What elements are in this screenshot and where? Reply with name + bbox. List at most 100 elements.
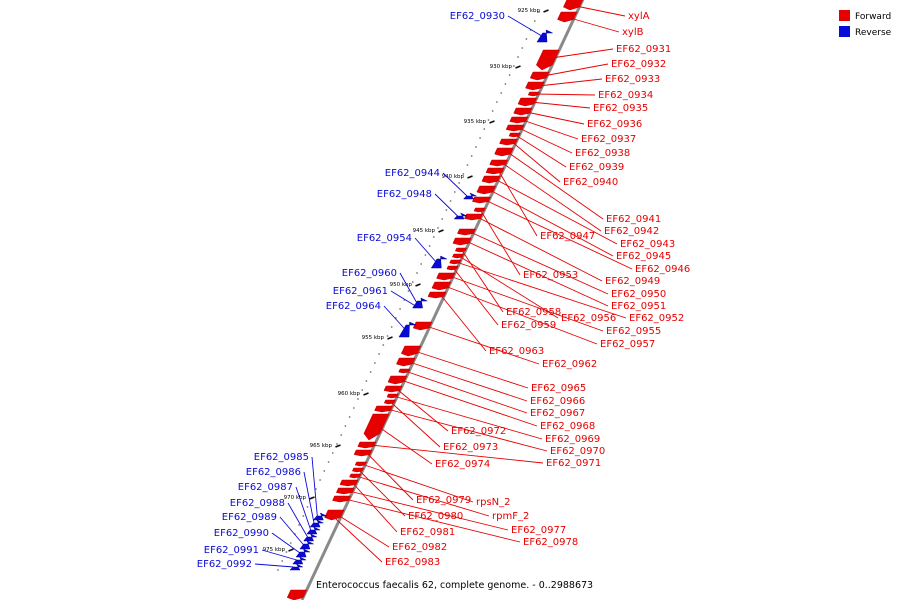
connector-ef62-0955 — [449, 275, 604, 332]
gene-label-ef62-0980[interactable]: EF62_0980 — [408, 511, 463, 522]
gene-label-ef62-0954[interactable]: EF62_0954 — [357, 233, 412, 244]
kbp-tick-label-945-kbp: 945 kbp — [413, 228, 436, 234]
gene-label-ef62-0939[interactable]: EF62_0939 — [569, 162, 624, 173]
gene-label-xylb[interactable]: xylB — [622, 27, 644, 38]
guide-dot — [428, 245, 431, 247]
gene-label-ef62-0948[interactable]: EF62_0948 — [377, 189, 432, 200]
gene-label-ef62-0967[interactable]: EF62_0967 — [530, 408, 585, 419]
gene-label-ef62-0991[interactable]: EF62_0991 — [204, 545, 259, 556]
gene-label-rpmf-2[interactable]: rpmF_2 — [492, 511, 529, 522]
gene-label-ef62-0978[interactable]: EF62_0978 — [523, 537, 578, 548]
connector-ef62-0963 — [440, 294, 487, 352]
gene-label-ef62-0959[interactable]: EF62_0959 — [501, 320, 556, 331]
forward-gene-block — [383, 399, 396, 405]
guide-dot — [306, 506, 309, 508]
gene-label-ef62-0972[interactable]: EF62_0972 — [451, 426, 506, 437]
gene-label-ef62-0986[interactable]: EF62_0986 — [246, 467, 301, 478]
gene-label-ef62-0983[interactable]: EF62_0983 — [385, 557, 440, 568]
gene-label-ef62-0982[interactable]: EF62_0982 — [392, 542, 447, 553]
connector-ef62-0992 — [254, 563, 294, 568]
gene-label-ef62-0947[interactable]: EF62_0947 — [540, 231, 595, 242]
kbp-tick-mark — [387, 336, 393, 340]
gene-label-ef62-0931[interactable]: EF62_0931 — [616, 44, 671, 55]
connector-ef62-0935 — [530, 101, 591, 109]
gene-label-ef62-0971[interactable]: EF62_0971 — [546, 458, 601, 469]
gene-label-ef62-0962[interactable]: EF62_0962 — [542, 359, 597, 370]
gene-label-ef62-0956[interactable]: EF62_0956 — [561, 313, 616, 324]
gene-blocks — [286, 0, 583, 600]
gene-label-ef62-0951[interactable]: EF62_0951 — [611, 301, 666, 312]
guide-dot — [302, 515, 305, 517]
guide-dot — [479, 137, 481, 139]
guide-dot — [298, 524, 300, 526]
gene-label-ef62-0941[interactable]: EF62_0941 — [606, 214, 661, 225]
guide-dot — [500, 92, 503, 94]
gene-label-ef62-0933[interactable]: EF62_0933 — [605, 74, 660, 85]
gene-label-ef62-0952[interactable]: EF62_0952 — [629, 313, 684, 324]
gene-label-ef62-0938[interactable]: EF62_0938 — [575, 148, 630, 159]
gene-label-ef62-0973[interactable]: EF62_0973 — [443, 442, 498, 453]
gene-label-ef62-0950[interactable]: EF62_0950 — [611, 289, 666, 300]
gene-label-ef62-0987[interactable]: EF62_0987 — [238, 482, 293, 493]
gene-label-ef62-0988[interactable]: EF62_0988 — [230, 498, 285, 509]
gene-label-ef62-0969[interactable]: EF62_0969 — [545, 434, 600, 445]
forward-gene-block — [332, 495, 351, 503]
forward-gene-block — [525, 81, 545, 91]
gene-label-ef62-0958[interactable]: EF62_0958 — [506, 307, 561, 318]
gene-label-ef62-0968[interactable]: EF62_0968 — [540, 421, 595, 432]
gene-label-rpsn-2[interactable]: rpsN_2 — [476, 497, 511, 508]
guide-dot — [340, 434, 343, 436]
gene-label-ef62-0970[interactable]: EF62_0970 — [550, 446, 605, 457]
gene-label-ef62-0940[interactable]: EF62_0940 — [563, 177, 618, 188]
gene-label-ef62-0955[interactable]: EF62_0955 — [606, 326, 661, 337]
gene-label-ef62-0963[interactable]: EF62_0963 — [489, 346, 544, 357]
gene-label-ef62-0989[interactable]: EF62_0989 — [222, 512, 277, 523]
gene-label-ef62-0945[interactable]: EF62_0945 — [616, 251, 671, 262]
kbp-tick-label-950-kbp: 950 kbp — [390, 282, 413, 288]
gene-label-ef62-0992[interactable]: EF62_0992 — [197, 559, 252, 570]
gene-label-ef62-0932[interactable]: EF62_0932 — [611, 59, 666, 70]
gene-label-ef62-0981[interactable]: EF62_0981 — [400, 527, 455, 538]
gene-label-ef62-0964[interactable]: EF62_0964 — [326, 301, 381, 312]
connector-ef62-0947 — [498, 170, 538, 237]
kbp-tick-label-925-kbp: 925 kbp — [518, 8, 541, 14]
gene-label-ef62-0944[interactable]: EF62_0944 — [385, 168, 440, 179]
gene-label-ef62-0957[interactable]: EF62_0957 — [600, 339, 655, 350]
gene-label-ef62-0966[interactable]: EF62_0966 — [530, 396, 585, 407]
gene-label-ef62-0937[interactable]: EF62_0937 — [581, 134, 636, 145]
tick-dots — [277, 11, 540, 571]
legend-reverse-swatch — [839, 26, 850, 37]
gene-label-ef62-0977[interactable]: EF62_0977 — [511, 525, 566, 536]
gene-label-ef62-0965[interactable]: EF62_0965 — [531, 383, 586, 394]
connector-ef62-0970 — [387, 408, 548, 452]
gene-label-ef62-0985[interactable]: EF62_0985 — [254, 452, 309, 463]
connector-ef62-0940 — [511, 141, 561, 183]
gene-label-ef62-0930[interactable]: EF62_0930 — [450, 11, 505, 22]
forward-gene-block — [563, 0, 583, 11]
gene-label-ef62-0974[interactable]: EF62_0974 — [435, 459, 490, 470]
gene-label-ef62-0961[interactable]: EF62_0961 — [333, 286, 388, 297]
connector-ef62-0980 — [358, 469, 406, 517]
gene-label-ef62-0979[interactable]: EF62_0979 — [416, 495, 471, 506]
gene-label-ef62-0960[interactable]: EF62_0960 — [342, 268, 397, 279]
connector-ef62-0934 — [534, 93, 596, 96]
gene-label-ef62-0953[interactable]: EF62_0953 — [523, 270, 578, 281]
gene-label-xyla[interactable]: xylA — [628, 11, 650, 22]
gene-label-ef62-0942[interactable]: EF62_0942 — [604, 226, 659, 237]
connector-ef62-0937 — [522, 119, 579, 140]
connector-ef62-0965 — [414, 350, 529, 389]
gene-label-ef62-0934[interactable]: EF62_0934 — [598, 90, 653, 101]
gene-label-ef62-0990[interactable]: EF62_0990 — [214, 528, 269, 539]
gene-label-ef62-0949[interactable]: EF62_0949 — [605, 276, 660, 287]
gene-label-ef62-0943[interactable]: EF62_0943 — [620, 239, 675, 250]
connector-ef62-0983 — [335, 518, 383, 563]
guide-dot — [348, 416, 351, 418]
genome-caption: Enterococcus faecalis 62, complete genom… — [316, 580, 593, 591]
kbp-tick-label-940-kbp: 940 kbp — [442, 174, 465, 180]
connector-ef62-0945 — [489, 189, 614, 257]
reverse-gene-block — [295, 548, 311, 558]
gene-label-ef62-0936[interactable]: EF62_0936 — [587, 119, 642, 130]
gene-label-ef62-0935[interactable]: EF62_0935 — [593, 103, 648, 114]
gene-label-ef62-0946[interactable]: EF62_0946 — [635, 264, 690, 275]
reverse-gene-block — [312, 512, 327, 521]
